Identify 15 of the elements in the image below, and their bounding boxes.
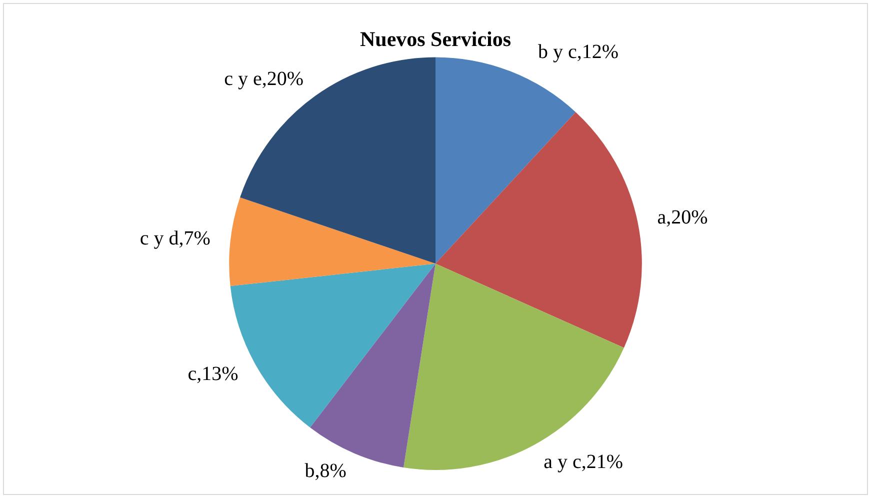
chart-title: Nuevos Servicios [360,27,512,52]
slice-label: a [657,206,666,228]
data-label: ,13% [196,363,238,386]
slice-label: c y e [224,68,262,90]
slice-label: b [304,460,315,482]
slice-label: c y d [140,227,179,250]
data-label: ,8% [314,460,346,482]
slice-label: a y c [544,450,582,473]
data-label: ,20% [262,68,304,90]
data-label: ,12% [576,41,619,64]
slice-label: c [188,363,197,386]
data-label: ,7% [178,227,210,250]
data-label: ,20% [666,206,708,228]
data-label: ,21% [581,450,624,473]
slice-label: b y c [538,41,578,64]
